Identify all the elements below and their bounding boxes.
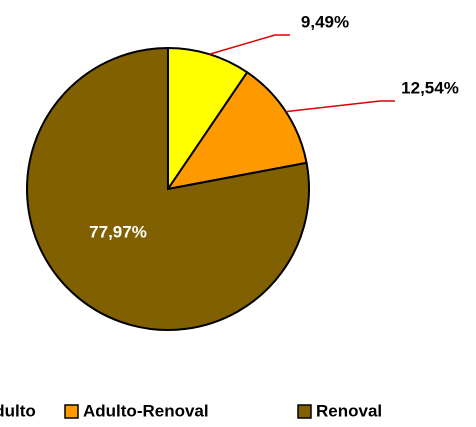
legend-label: Adulto-Renoval xyxy=(83,401,209,420)
leader-line xyxy=(285,100,395,113)
pie-slice xyxy=(165,70,308,191)
data-label: 9,49% xyxy=(301,12,349,31)
data-label: 77,97% xyxy=(89,222,147,241)
data-label: 12,54% xyxy=(401,78,459,97)
legend-swatch xyxy=(64,404,79,419)
legend-swatch xyxy=(297,404,312,419)
pie-slice xyxy=(26,46,310,331)
legend-label: Adulto xyxy=(0,401,36,420)
leader-line xyxy=(209,34,290,55)
legend-label: Renoval xyxy=(316,401,382,420)
pie-slice xyxy=(167,46,249,193)
